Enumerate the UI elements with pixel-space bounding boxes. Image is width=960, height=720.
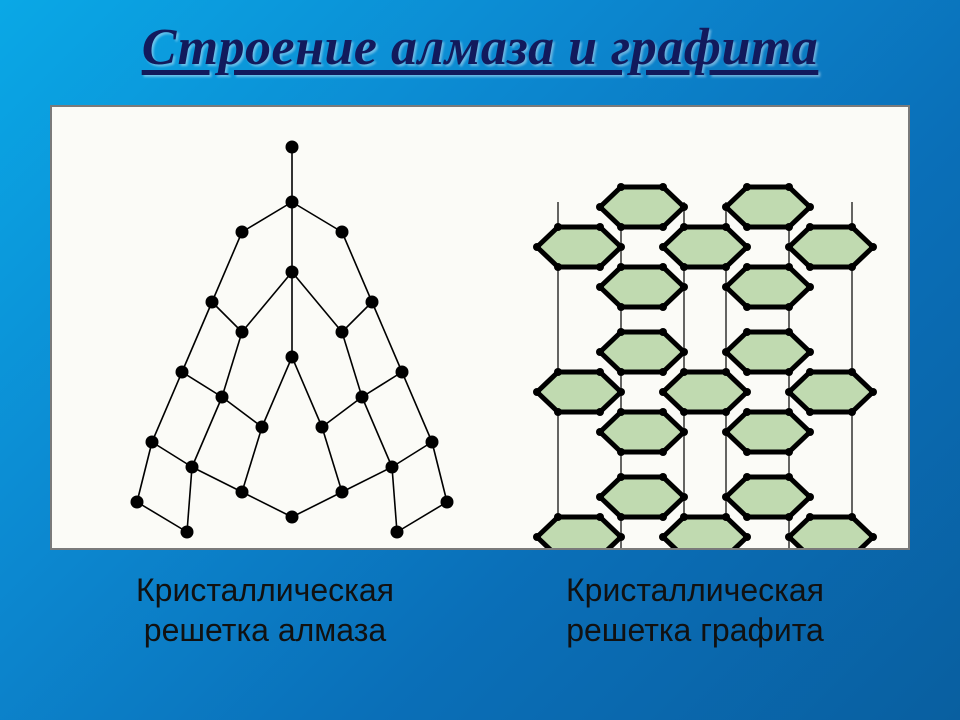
graphite-lattice — [533, 183, 877, 548]
graphite-layer — [533, 328, 877, 456]
slide: Строение алмаза и графита Кристаллическа… — [0, 0, 960, 720]
caption-graphite-l1: Кристаллическая — [566, 572, 824, 608]
graphite-layer — [533, 183, 877, 311]
caption-graphite-l2: решетка графита — [566, 612, 824, 648]
diagram-svg — [52, 107, 908, 548]
caption-diamond: Кристаллическая решетка алмаза — [50, 560, 480, 650]
diamond-lattice — [131, 141, 454, 539]
caption-graphite: Кристаллическая решетка графита — [480, 560, 910, 650]
captions-row: Кристаллическая решетка алмаза Кристалли… — [50, 560, 910, 650]
graphite-layer — [533, 473, 877, 548]
slide-title: Строение алмаза и графита — [0, 18, 960, 77]
caption-diamond-l2: решетка алмаза — [144, 612, 386, 648]
caption-diamond-l1: Кристаллическая — [136, 572, 394, 608]
diagram-panel — [50, 105, 910, 550]
